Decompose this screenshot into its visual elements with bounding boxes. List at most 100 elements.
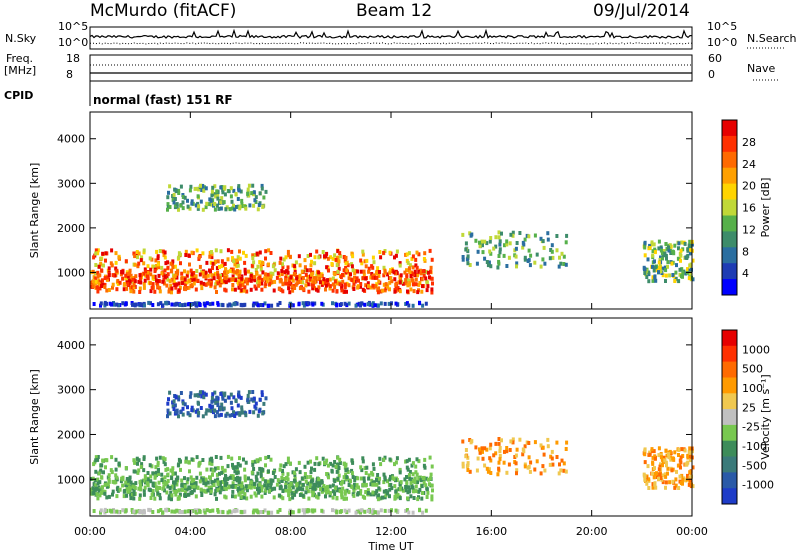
scatter-cell <box>158 493 162 497</box>
scatter-cell <box>286 249 290 254</box>
scatter-cell <box>289 275 293 280</box>
scatter-cell <box>124 301 128 306</box>
scatter-cell <box>461 257 465 262</box>
scatter-cell <box>353 486 357 491</box>
scatter-cell <box>648 243 652 248</box>
scatter-cell <box>353 482 356 487</box>
scatter-cell <box>151 303 155 307</box>
scatter-cell <box>664 485 667 490</box>
scatter-cell <box>333 460 337 464</box>
scatter-cell <box>430 483 434 488</box>
scatter-cell <box>338 457 342 462</box>
colorbar-tick-label: -1000 <box>742 479 774 492</box>
scatter-cell <box>216 270 220 275</box>
scatter-cell <box>651 455 655 460</box>
scatter-cell <box>643 460 647 465</box>
scatter-cell <box>297 254 301 259</box>
scatter-cell <box>149 301 152 306</box>
scatter-cell <box>371 462 375 467</box>
scatter-cell <box>205 467 209 472</box>
scatter-cell <box>325 265 329 270</box>
scatter-cell <box>500 231 503 236</box>
scatter-cell <box>198 479 202 484</box>
scatter-cell <box>146 481 150 486</box>
scatter-cell <box>382 457 386 462</box>
scatter-cell <box>340 288 344 293</box>
scatter-cell <box>178 510 182 514</box>
scatter-cell <box>339 302 343 307</box>
scatter-cell <box>249 287 253 292</box>
scatter-cell <box>280 479 284 483</box>
scatter-cell <box>124 483 128 487</box>
scatter-cell <box>252 275 256 280</box>
scatter-cell <box>283 270 287 275</box>
scatter-cell <box>142 248 146 253</box>
scatter-cell <box>352 493 356 498</box>
scatter-cell <box>219 391 223 396</box>
scatter-cell <box>253 278 257 283</box>
scatter-cell <box>356 284 360 289</box>
scatter-cell <box>663 458 667 463</box>
colorbar-swatch <box>722 167 737 185</box>
scatter-cell <box>166 207 169 212</box>
scatter-cell <box>398 261 402 266</box>
scatter-cell <box>210 201 213 206</box>
scatter-cell <box>163 481 167 486</box>
scatter-cell <box>183 286 187 290</box>
scatter-cell <box>417 269 421 274</box>
scatter-cell <box>248 203 252 208</box>
scatter-cell <box>352 287 356 291</box>
scatter-cell <box>511 437 515 442</box>
scatter-cell <box>189 509 193 514</box>
scatter-cell <box>167 494 171 499</box>
scatter-cell <box>125 286 129 291</box>
scatter-cell <box>237 390 241 395</box>
scatter-cell <box>377 486 381 491</box>
scatter-cell <box>664 253 668 258</box>
scatter-cell <box>231 256 234 261</box>
scatter-cell <box>270 487 274 492</box>
scatter-cell <box>172 399 176 404</box>
scatter-cell <box>148 488 152 493</box>
scatter-cell <box>203 303 207 308</box>
colorbar-swatch <box>722 440 737 457</box>
scatter-cell <box>383 508 387 513</box>
scatter-cell <box>192 278 196 283</box>
scatter-cell <box>279 277 283 282</box>
scatter-cell <box>235 264 239 269</box>
scatter-cell <box>426 284 430 289</box>
scatter-cell <box>421 303 425 308</box>
scatter-cell <box>652 475 656 480</box>
scatter-cell <box>385 491 389 496</box>
scatter-cell <box>521 245 525 250</box>
scatter-cell <box>468 469 472 474</box>
scatter-cell <box>168 411 172 416</box>
scatter-cell <box>143 485 147 490</box>
scatter-cell <box>478 450 482 455</box>
scatter-cell <box>218 265 221 269</box>
scatter-cell <box>316 288 320 293</box>
scatter-cell <box>686 455 690 460</box>
scatter-cell <box>237 275 241 280</box>
scatter-cell <box>160 472 164 477</box>
scatter-cell <box>117 510 121 515</box>
scatter-cell <box>261 510 265 514</box>
scatter-cell <box>129 273 133 278</box>
scatter-cell <box>550 249 554 254</box>
scatter-cell <box>194 481 198 486</box>
scatter-cell <box>270 510 274 515</box>
scatter-cell <box>202 395 206 400</box>
scatter-cell <box>508 241 512 246</box>
scatter-cell <box>176 269 180 274</box>
scatter-cell <box>324 461 328 466</box>
scatter-cell <box>411 265 415 270</box>
scatter-cell <box>132 509 136 514</box>
scatter-cell <box>565 233 569 238</box>
scatter-cell <box>287 493 291 498</box>
scatter-cell <box>311 283 315 288</box>
scatter-cell <box>271 264 275 269</box>
scatter-cell <box>502 253 506 258</box>
scatter-cell <box>250 397 254 402</box>
scatter-cell <box>221 303 225 308</box>
scatter-cell <box>208 268 211 273</box>
